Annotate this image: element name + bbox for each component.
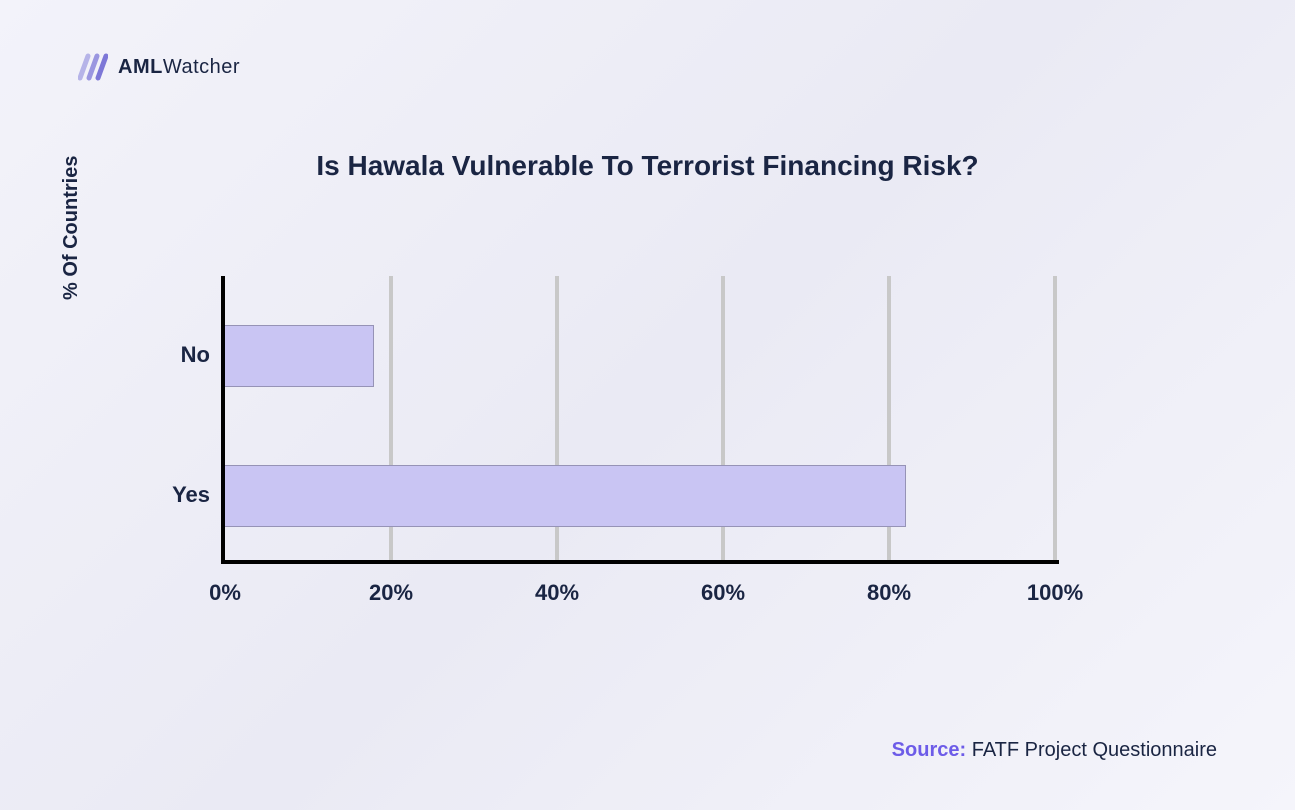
x-tick-label: 100% [1015,580,1095,606]
x-tick-label: 40% [517,580,597,606]
logo-bold: AML [118,56,163,78]
y-axis-label: % Of Countries [60,156,83,300]
x-tick-label: 60% [683,580,763,606]
brand-logo: AMLWatcher [78,52,240,82]
x-tick-label: 0% [185,580,265,606]
source-label: Source: [892,739,966,761]
x-tick-label: 20% [351,580,431,606]
source-text: FATF Project Questionnaire [972,739,1217,761]
gridline [1053,276,1057,564]
category-label: Yes [110,482,210,508]
bar-yes [225,465,906,527]
plot-area: NoYes0%20%40%60%80%100% [225,280,1055,560]
bar-no [225,325,374,387]
source-citation: Source: FATF Project Questionnaire [892,739,1217,762]
category-label: No [110,342,210,368]
logo-mark-icon [78,52,108,82]
bar-chart: NoYes0%20%40%60%80%100% [225,280,1055,560]
x-tick-label: 80% [849,580,929,606]
logo-light: Watcher [163,56,240,78]
y-axis [221,276,225,564]
logo-text: AMLWatcher [118,56,240,79]
chart-title: Is Hawala Vulnerable To Terrorist Financ… [0,150,1295,182]
x-axis [221,560,1059,564]
